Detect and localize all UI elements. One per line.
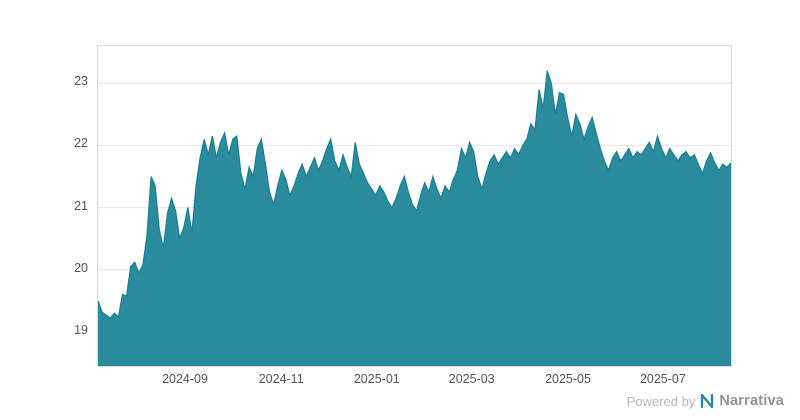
y-axis-label: 20 [74, 260, 88, 275]
x-axis-label: 2025-05 [545, 372, 591, 386]
x-axis-label: 2025-01 [353, 372, 400, 386]
y-axis: 19 20 21 22 23 [0, 0, 90, 420]
x-axis-label: 2024-09 [162, 372, 208, 386]
y-axis-label: 22 [74, 136, 88, 151]
y-axis-label: 21 [74, 198, 88, 213]
plot-area [97, 45, 732, 367]
x-axis-label: 2025-03 [448, 372, 495, 386]
x-axis-label: 2024-11 [258, 372, 304, 386]
watermark: Powered by Narrativa [627, 393, 784, 409]
narrativa-wordmark: Narrativa [719, 393, 784, 409]
y-axis-label: 19 [74, 322, 88, 337]
area-chart-svg [98, 70, 731, 366]
x-axis: 2024-09 2024-11 2025-01 2025-03 2025-05 2025-… [97, 372, 730, 392]
y-axis-label: 23 [74, 74, 88, 89]
x-axis-label: 2025-07 [639, 372, 686, 386]
price-line-series [98, 70, 731, 319]
powered-by-label: Powered by [626, 393, 696, 409]
price-area-fill [98, 70, 731, 366]
narrativa-logo-icon [700, 394, 714, 408]
